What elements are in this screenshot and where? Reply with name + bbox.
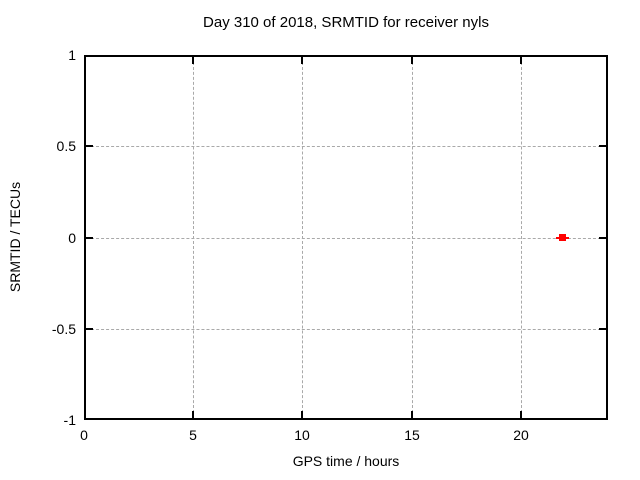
plot-area bbox=[84, 55, 608, 420]
chart-title: Day 310 of 2018, SRMTID for receiver nyl… bbox=[203, 14, 489, 31]
x-gridline bbox=[302, 57, 303, 418]
y-axis-label: SRMTID / TECUs bbox=[7, 181, 23, 293]
x-tick-label: 5 bbox=[189, 427, 197, 443]
y-tick-mark-left bbox=[86, 328, 93, 330]
x-gridline bbox=[412, 57, 413, 418]
x-tick-mark-bottom bbox=[301, 411, 303, 418]
x-tick-label: 15 bbox=[404, 427, 420, 443]
y-tick-label: 0.5 bbox=[56, 138, 76, 154]
data-point-marker bbox=[559, 234, 566, 241]
y-tick-label: 0 bbox=[68, 230, 76, 246]
y-gridline bbox=[86, 329, 606, 330]
x-gridline bbox=[521, 57, 522, 418]
x-tick-mark-top bbox=[411, 57, 413, 64]
x-tick-mark-top bbox=[192, 57, 194, 64]
y-tick-mark-right bbox=[599, 328, 606, 330]
x-tick-label: 10 bbox=[294, 427, 310, 443]
y-gridline bbox=[86, 238, 606, 239]
y-tick-label: -1 bbox=[63, 412, 76, 428]
x-axis-label: GPS time / hours bbox=[292, 453, 400, 469]
x-gridline bbox=[193, 57, 194, 418]
y-tick-mark-left bbox=[86, 237, 93, 239]
x-tick-mark-bottom bbox=[520, 411, 522, 418]
y-gridline bbox=[86, 146, 606, 147]
x-tick-label: 20 bbox=[513, 427, 529, 443]
x-tick-label: 0 bbox=[80, 427, 88, 443]
x-tick-mark-top bbox=[301, 57, 303, 64]
y-tick-mark-right bbox=[599, 237, 606, 239]
y-tick-label: 1 bbox=[68, 47, 76, 63]
y-tick-label: -0.5 bbox=[51, 321, 76, 337]
y-tick-mark-right bbox=[599, 145, 606, 147]
y-tick-mark-left bbox=[86, 145, 93, 147]
x-tick-mark-bottom bbox=[192, 411, 194, 418]
x-tick-mark-top bbox=[520, 57, 522, 64]
x-tick-mark-bottom bbox=[411, 411, 413, 418]
